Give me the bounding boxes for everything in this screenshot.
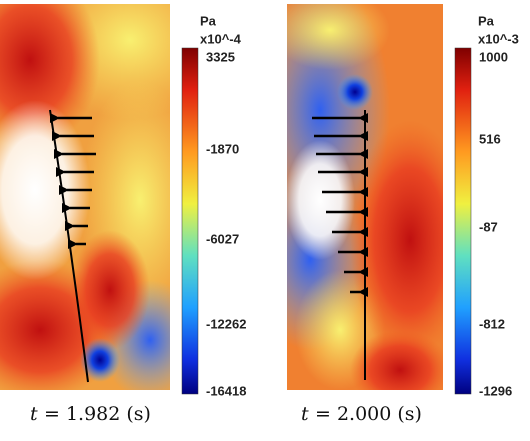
colorbar-label: -6027 bbox=[206, 231, 239, 246]
colorbar-label: 1000 bbox=[479, 49, 508, 64]
scale: x10^-4 bbox=[200, 31, 242, 46]
caption-var: t bbox=[30, 403, 38, 425]
scale: x10^-3 bbox=[478, 31, 519, 46]
colorbar bbox=[454, 47, 472, 395]
colorbar-label: 3325 bbox=[206, 49, 235, 64]
pressure-field-2 bbox=[287, 4, 443, 390]
colorbar-label: -87 bbox=[479, 219, 498, 234]
colorbar-labels: 1000 516 -87 -812 -1296 bbox=[479, 49, 512, 398]
colorbar-label: 516 bbox=[479, 131, 501, 146]
caption-var: t bbox=[301, 403, 309, 425]
unit: Pa bbox=[200, 13, 217, 28]
pressure-field-1 bbox=[0, 4, 170, 390]
colorbar-label: -16418 bbox=[206, 383, 246, 398]
colorbar-label: -1870 bbox=[206, 141, 239, 156]
unit: Pa bbox=[478, 13, 495, 28]
colorbar bbox=[181, 47, 199, 395]
colorbar-label: -1296 bbox=[479, 383, 512, 398]
colorbar-label: -812 bbox=[479, 316, 505, 331]
caption-value: = 1.982 (s) bbox=[44, 403, 151, 425]
colorbar-labels: 3325 -1870 -6027 -12262 -16418 bbox=[206, 49, 246, 398]
caption-value: = 2.000 (s) bbox=[315, 403, 422, 425]
colorbar-label: -12262 bbox=[206, 316, 246, 331]
